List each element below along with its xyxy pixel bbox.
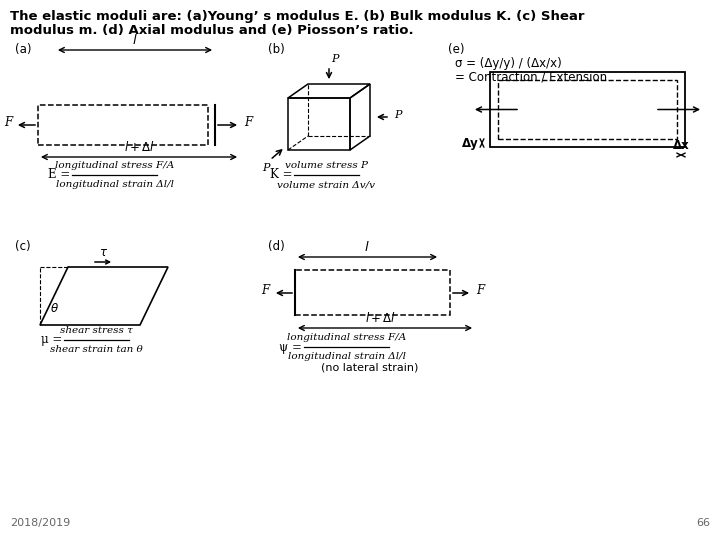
Text: P: P [331, 54, 338, 64]
Text: Δy: Δy [462, 137, 479, 150]
Text: Δx: Δx [672, 139, 689, 152]
Text: μ =: μ = [41, 334, 62, 347]
Text: = Contraction / Extension: = Contraction / Extension [455, 71, 607, 84]
Text: volume stress P: volume stress P [285, 161, 368, 170]
Text: $\theta$: $\theta$ [50, 302, 59, 315]
Text: $\tau$: $\tau$ [99, 246, 109, 259]
Text: $l + \Delta l$: $l + \Delta l$ [124, 140, 155, 154]
Text: shear stress τ: shear stress τ [60, 326, 132, 335]
Text: (b): (b) [268, 43, 284, 56]
Text: F: F [4, 116, 12, 129]
Text: $l$: $l$ [364, 240, 370, 254]
Text: (d): (d) [268, 240, 284, 253]
Text: ψ =: ψ = [279, 341, 302, 354]
Text: longitudinal stress F/A: longitudinal stress F/A [287, 333, 406, 342]
Text: 2018/2019: 2018/2019 [10, 518, 71, 528]
Text: (c): (c) [15, 240, 31, 253]
Bar [288, 98, 350, 150]
Text: shear strain tan θ: shear strain tan θ [50, 345, 143, 354]
Text: volume strain Δv/v: volume strain Δv/v [277, 180, 375, 189]
Text: F: F [244, 116, 252, 129]
Text: $l$: $l$ [132, 33, 138, 47]
Text: σ = (Δy/y) / (Δx/x): σ = (Δy/y) / (Δx/x) [455, 57, 562, 70]
Bar [38, 105, 208, 145]
Text: (no lateral strain): (no lateral strain) [321, 362, 419, 372]
Text: (a): (a) [15, 43, 32, 56]
Text: longitudinal stress F/A: longitudinal stress F/A [55, 161, 174, 170]
Bar [490, 72, 685, 147]
Bar [295, 270, 450, 315]
Text: (e): (e) [448, 43, 464, 56]
Text: The elastic moduli are: (a)Young’ s modulus E. (b) Bulk modulus K. (c) Shear: The elastic moduli are: (a)Young’ s modu… [10, 10, 585, 23]
Text: P: P [394, 110, 402, 120]
Bar [498, 80, 677, 139]
Text: F: F [261, 285, 269, 298]
Text: modulus m. (d) Axial modulus and (e) Piosson’s ratio.: modulus m. (d) Axial modulus and (e) Pio… [10, 24, 413, 37]
Text: longitudinal strain Δl/l: longitudinal strain Δl/l [55, 180, 174, 189]
Text: F: F [476, 285, 484, 298]
Text: E =: E = [48, 168, 70, 181]
Text: K =: K = [269, 168, 292, 181]
Text: 66: 66 [696, 518, 710, 528]
Text: longitudinal strain Δl/l: longitudinal strain Δl/l [287, 352, 405, 361]
Text: $l + \Delta l$: $l + \Delta l$ [364, 311, 395, 325]
Text: P: P [262, 163, 269, 173]
